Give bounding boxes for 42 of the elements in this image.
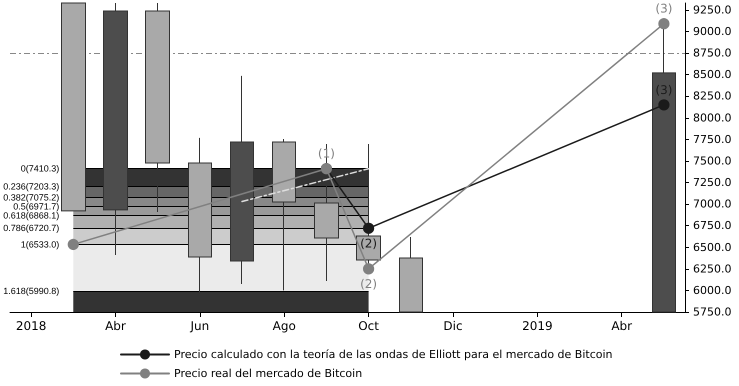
ref-line-label: 0.382(7075.2) [3,192,60,203]
x-tick-label: Oct [358,319,380,333]
annotation: (3) [655,2,672,16]
y-tick-label: 6750.0 [693,219,732,232]
legend-label: Precio calculado con la teoría de las ondas de Elliott para el mercado de Bitcoin [174,348,613,361]
annotation: (2) [360,236,378,250]
y-tick-label: 6500.0 [693,240,732,254]
y-tick-label: 8750.0 [693,46,732,60]
y-tick-label: 8250.0 [693,90,732,103]
y-tick-label: 7750.0 [693,132,732,146]
y-tick-label: 7500.0 [693,154,732,168]
y-tick-label: 8000.0 [693,111,732,124]
ref-line-label: 0.786(6720.7) [3,223,60,234]
ref-line-label: 0.236(7203.3) [3,182,60,192]
x-tick-label: Ago [272,319,296,333]
x-tick-label: Dic [443,319,463,333]
annotation: (2) [360,276,378,291]
x-tick-label: 2019 [522,319,553,333]
x-tick-label: 2018 [16,319,46,333]
x-tick-label: Abr [105,319,126,333]
y-tick-label: 9250.0 [693,3,732,16]
y-tick-label: 9000.0 [693,24,732,38]
ref-line-label: 0.5(6971.7) [13,202,60,212]
point [363,222,374,234]
ref-line-label: 0.618(6868.1) [3,210,60,220]
point [363,263,374,274]
point [658,18,670,30]
legend-label: Precio real del mercado de Bitcoin [174,367,362,380]
point [68,238,79,250]
y-tick-label: 5750.0 [693,306,732,318]
x-tick-label: Abr [611,319,632,333]
y-tick-label: 8500.0 [693,68,732,82]
y-tick-label: 6000.0 [693,284,732,297]
point [658,99,670,110]
y-tick-label: 7000.0 [693,198,732,211]
x-tick-label: Jun [189,319,210,333]
y-tick-label: 7250.0 [693,176,732,190]
y-tick-label: 6250.0 [693,262,732,276]
ref-line-label: 1(6533.0) [20,239,60,250]
ref-line-label: 1.618(5990.8) [3,286,60,296]
ref-line-label: 0(7410.3) [20,164,60,174]
candlestick [399,236,423,312]
